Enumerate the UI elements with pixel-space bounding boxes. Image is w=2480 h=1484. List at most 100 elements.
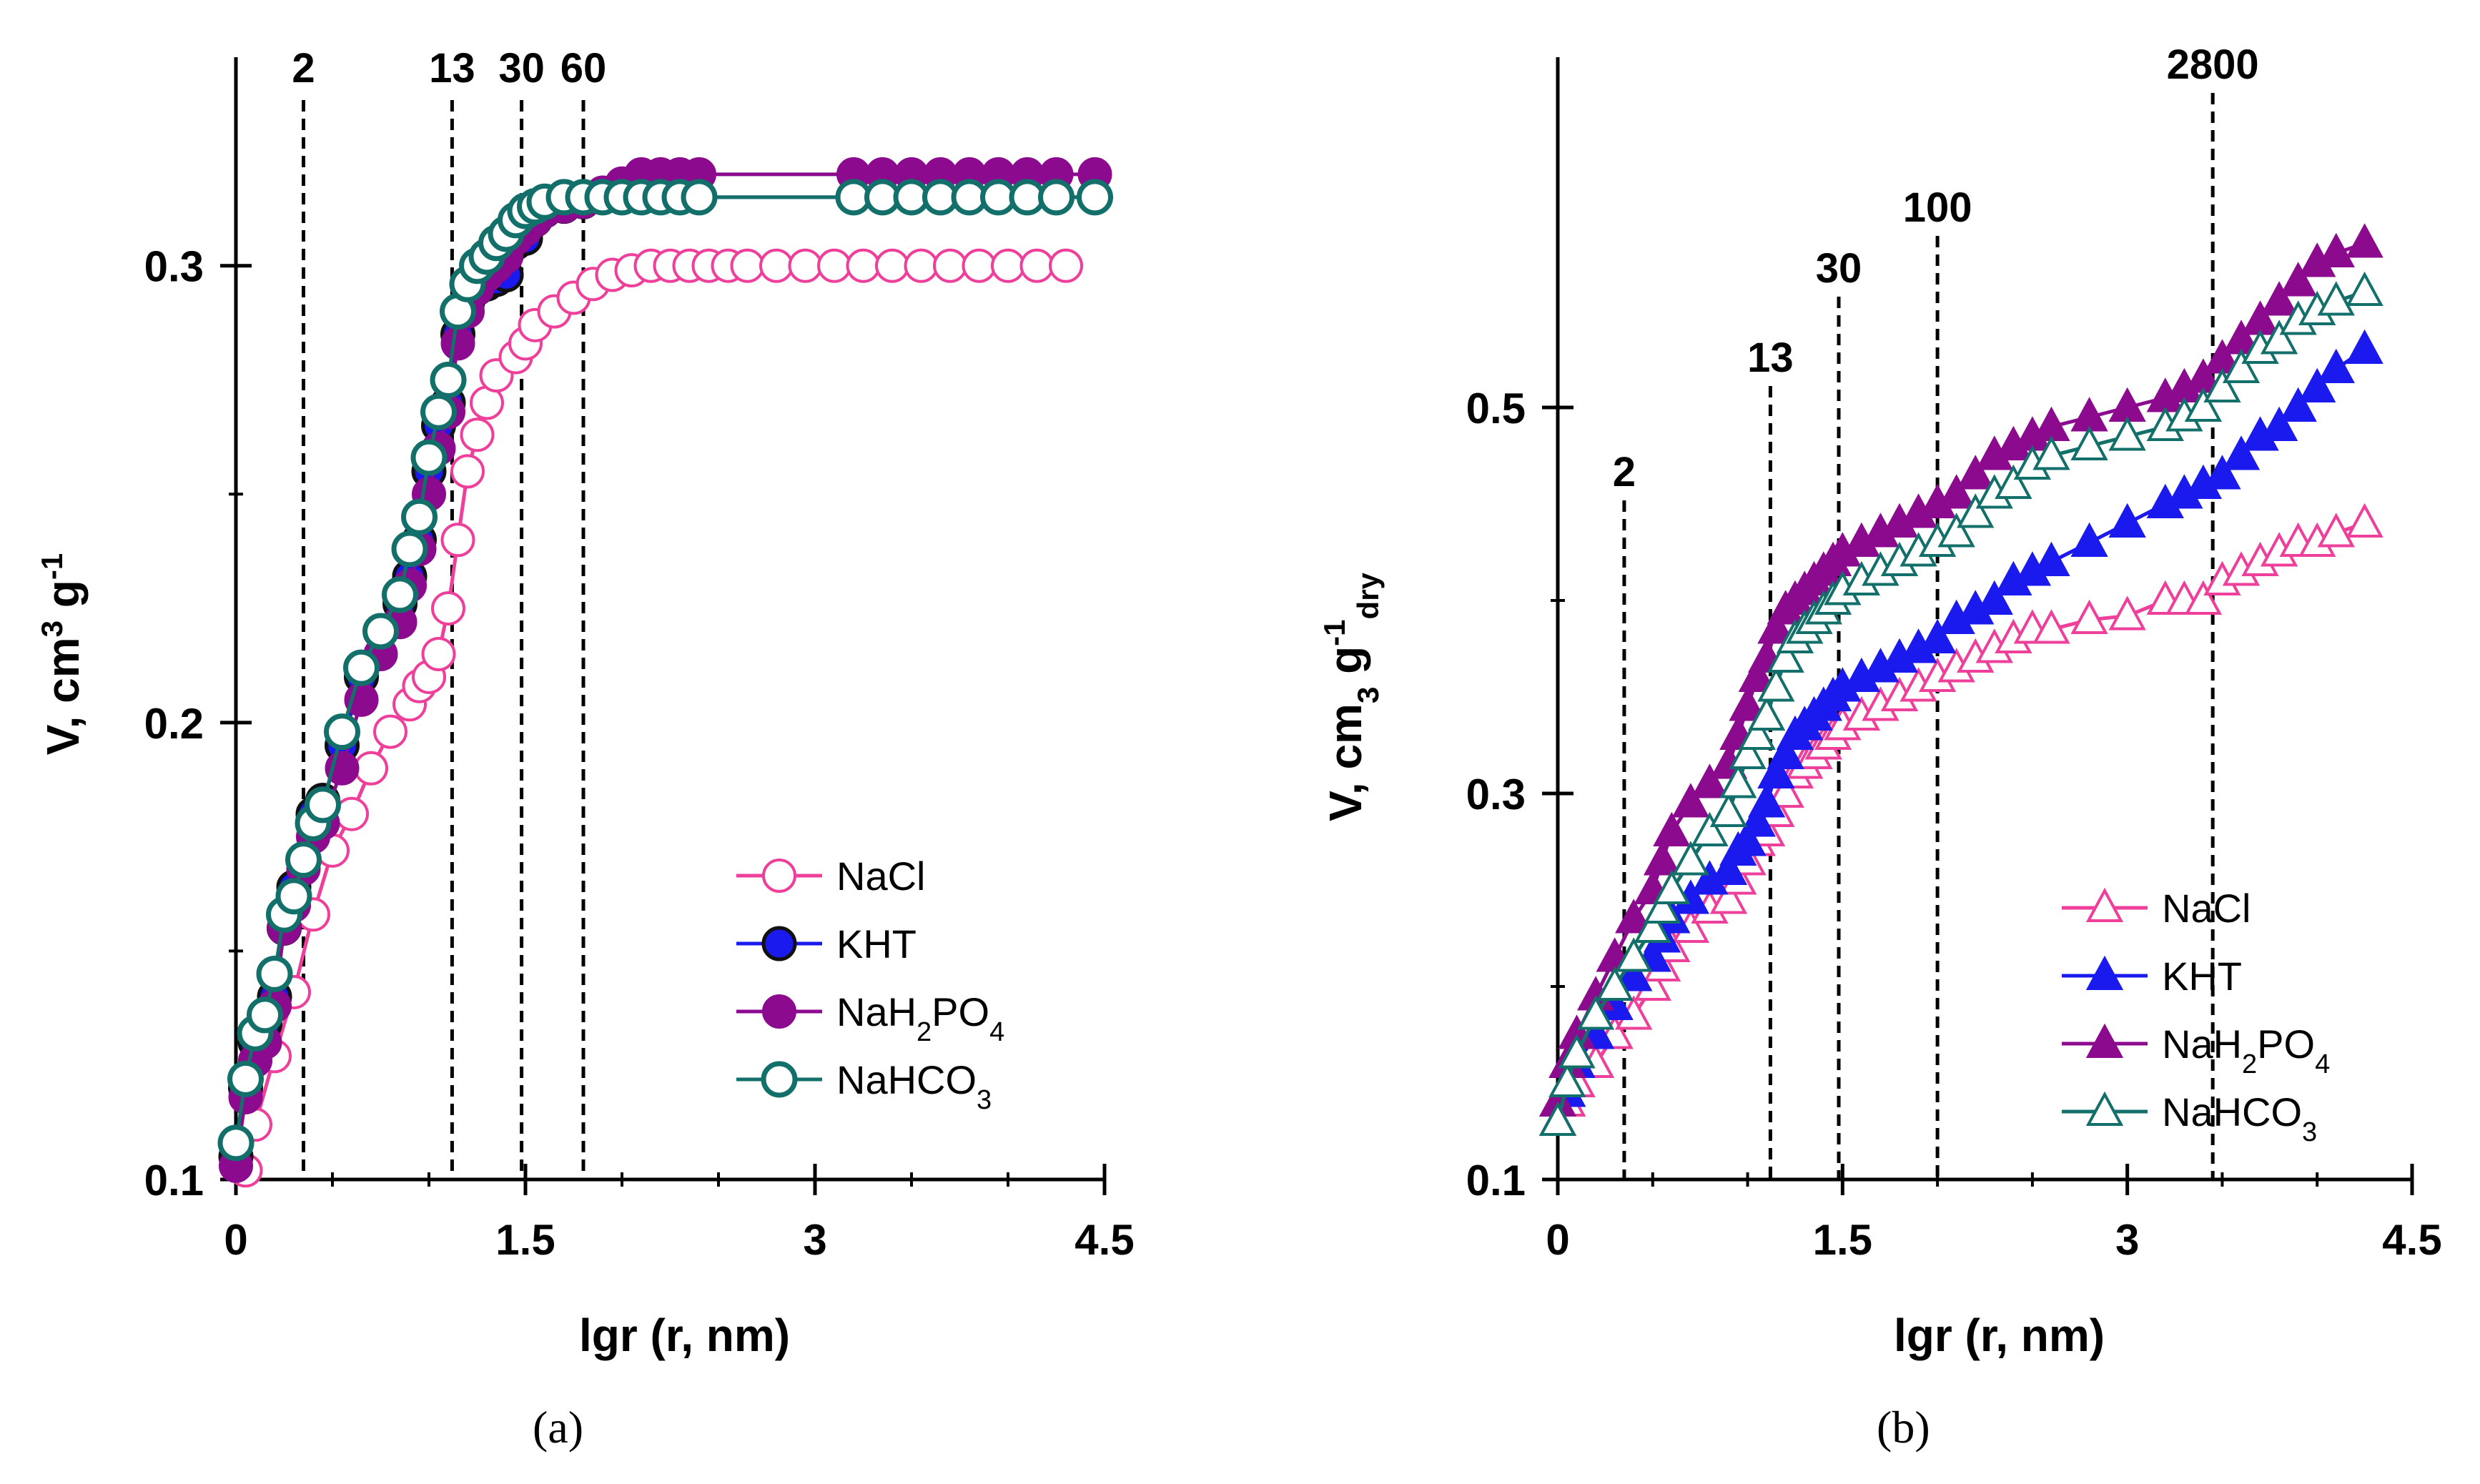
x-axis-title: lgr (r, nm) <box>1894 1310 2105 1361</box>
data-point-NaH2PO4 <box>2346 223 2383 258</box>
data-point-NaHCO3 <box>256 955 293 992</box>
data-point-NaHCO3 <box>391 530 428 568</box>
data-point-NaHCO3 <box>1671 841 1710 876</box>
legend-marker <box>761 926 797 961</box>
data-point-KHT <box>2317 348 2355 383</box>
legend-text: PO <box>2257 1022 2315 1067</box>
reference-label: 13 <box>429 45 475 91</box>
data-point-NaHCO3 <box>401 498 438 535</box>
legend-sub: 3 <box>977 1085 992 1115</box>
data-point-KHT <box>1615 956 1653 991</box>
data-point-KHT <box>2222 435 2261 470</box>
data-point-KHT <box>1738 802 1776 837</box>
data-point-NaCl <box>933 248 967 283</box>
y-axis-title-sup: -1 <box>35 553 69 580</box>
legend-sub: 3 <box>2302 1117 2317 1147</box>
data-point-NaHCO3 <box>1957 493 1995 528</box>
legend-label-KHT: KHT <box>836 921 917 966</box>
data-point-KHT <box>2298 367 2336 402</box>
data-point-NaH2PO4 <box>1957 455 1995 490</box>
legend-text: KHT <box>836 921 917 966</box>
legend-label-NaCl: NaCl <box>836 854 925 899</box>
data-point-NaHCO3 <box>247 996 283 1034</box>
reference-label: 100 <box>1903 184 1972 231</box>
data-point-NaHCO3 <box>430 362 467 399</box>
x-tick-label: 3 <box>2115 1216 2139 1264</box>
legend-text: PO <box>932 989 989 1034</box>
reference-label: 60 <box>560 45 607 91</box>
data-point-NaCl <box>373 714 407 749</box>
x-tick-label: 3 <box>803 1216 826 1264</box>
data-point-NaHCO3 <box>1038 179 1074 216</box>
data-point-NaCl <box>2032 609 2070 644</box>
data-point-NaCl <box>460 417 495 452</box>
data-point-KHT <box>2032 541 2070 576</box>
y-axis-title-sub: 3 <box>1351 687 1385 703</box>
legend-label-NaCl: NaCl <box>2162 886 2251 931</box>
data-point-NaCl <box>421 637 456 671</box>
legend-sub: 4 <box>989 1017 1004 1047</box>
legend-sub: 4 <box>2315 1049 2330 1079</box>
data-point-NaH2PO4 <box>2260 281 2298 316</box>
legend: NaCl KHT NaH2PO4 NaHCO3 <box>736 854 1004 1115</box>
data-point-NaHCO3 <box>2346 271 2383 306</box>
series-NaH2PO4 <box>1538 223 2383 1117</box>
y-tick-label: 0.3 <box>1466 771 1526 818</box>
data-point-NaHCO3 <box>2070 425 2108 460</box>
data-point-NaHCO3 <box>343 649 380 686</box>
data-point-KHT <box>1975 580 2013 615</box>
legend-marker <box>2085 1023 2124 1058</box>
data-point-NaH2PO4 <box>2317 232 2355 267</box>
data-point-KHT <box>1729 821 1767 856</box>
data-point-NaHCO3 <box>1548 1062 1586 1097</box>
data-point-NaH2PO4 <box>1643 841 1681 876</box>
data-point-NaCl <box>730 248 765 283</box>
data-point-NaHCO3 <box>410 439 448 476</box>
data-point-NaHCO3 <box>2032 435 2070 470</box>
data-point-NaHCO3 <box>1767 638 1804 673</box>
data-point-NaCl <box>1709 879 1748 914</box>
data-point-KHT <box>1767 734 1804 769</box>
legend-text: KHT <box>2162 954 2242 999</box>
data-point-NaHCO3 <box>1558 1034 1596 1069</box>
data-point-NaCl <box>2317 513 2355 548</box>
data-point-NaCl <box>1767 773 1804 808</box>
x-tick-label: 1.5 <box>1813 1216 1872 1264</box>
legend-text: NaH <box>836 989 917 1034</box>
reference-label: 2 <box>292 45 315 91</box>
data-point-NaHCO3 <box>2184 387 2223 422</box>
legend-text: NaHCO <box>836 1057 977 1102</box>
series-NaHCO3 <box>217 179 1113 1162</box>
data-point-NaH2PO4 <box>2279 262 2317 297</box>
reference-label: 2 <box>1613 449 1636 495</box>
data-point-NaCl <box>1019 248 1054 283</box>
data-point-NaH2PO4 <box>1738 657 1776 692</box>
data-point-KHT <box>2260 406 2298 441</box>
legend-sub: 2 <box>2242 1049 2257 1079</box>
legend-marker <box>2085 887 2124 922</box>
data-point-NaHCO3 <box>1596 966 1634 1001</box>
data-point-NaCl <box>962 248 997 283</box>
data-point-NaHCO3 <box>305 786 341 823</box>
data-point-NaH2PO4 <box>440 326 475 361</box>
data-point-NaCl <box>817 248 851 283</box>
data-point-NaCl <box>2070 599 2108 634</box>
chart-panel-a: 0 1.5 3 4.5 0.1 0.2 0.3 2 13 30 60 lgr (r, nm) V, cm… <box>35 45 1135 1361</box>
series-NaCl <box>228 248 1083 1188</box>
data-point-KHT <box>2108 503 2146 538</box>
data-point-NaHCO3 <box>1709 792 1748 827</box>
data-point-NaH2PO4 <box>1653 811 1691 846</box>
data-point-NaHCO3 <box>681 179 718 216</box>
data-point-NaHCO3 <box>1995 464 2032 499</box>
legend-marker <box>762 859 796 893</box>
y-tick-label: 0.1 <box>1466 1157 1526 1204</box>
data-point-NaCl <box>450 454 485 489</box>
x-tick-label: 0 <box>224 1216 247 1264</box>
data-point-KHT <box>1757 753 1795 788</box>
data-point-NaHCO3 <box>2317 281 2355 316</box>
data-point-NaCl <box>788 248 823 283</box>
data-point-NaHCO3 <box>217 1124 255 1162</box>
data-point-NaCl <box>2108 595 2146 630</box>
data-point-NaCl <box>2346 503 2383 538</box>
chart-panel-b: 0 1.5 3 4.5 0.1 0.3 0.5 2 13 30 100 2800 lgr (r, nm)… <box>1318 41 2442 1361</box>
